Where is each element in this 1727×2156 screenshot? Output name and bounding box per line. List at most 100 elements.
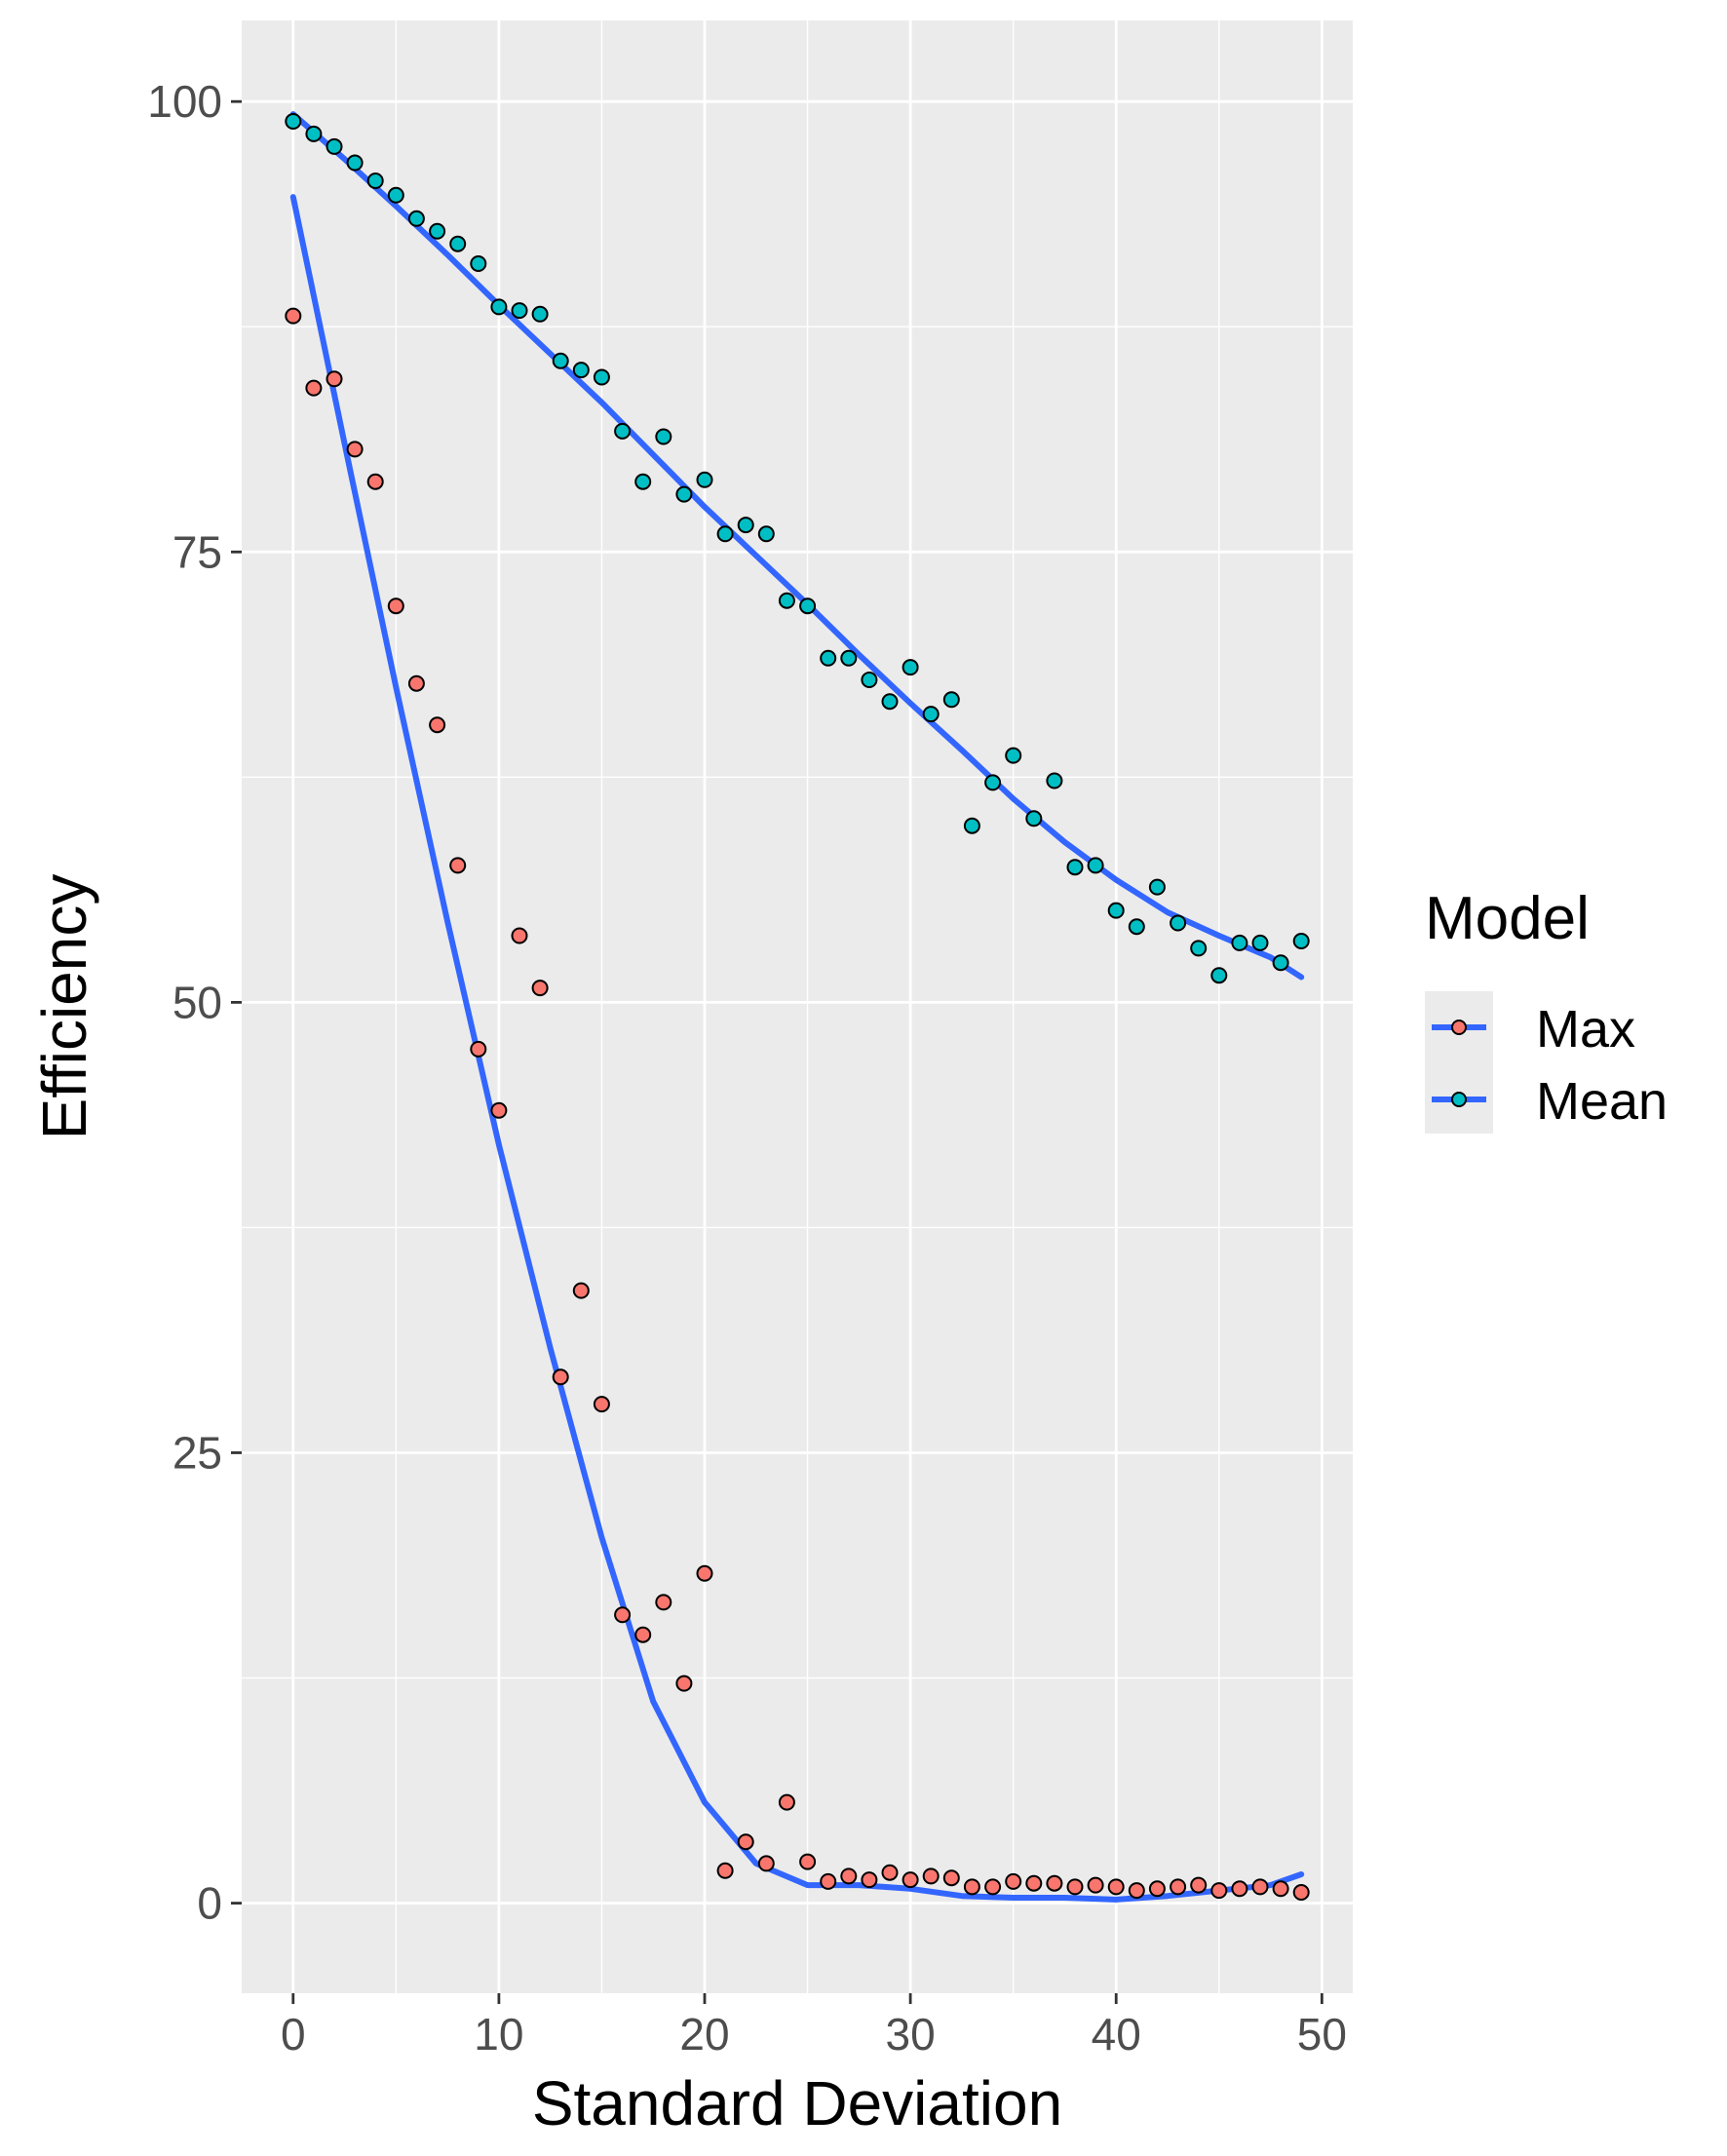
legend-label-mean: Mean bbox=[1536, 1072, 1668, 1131]
point-mean bbox=[696, 471, 713, 488]
point-max bbox=[634, 1626, 652, 1643]
point-mean bbox=[1170, 914, 1187, 932]
legend-item-mean: Mean bbox=[1432, 1072, 1668, 1131]
point-max bbox=[881, 1864, 899, 1881]
point-max bbox=[778, 1793, 795, 1811]
point-mean bbox=[366, 173, 384, 189]
point-max bbox=[470, 1040, 487, 1058]
point-mean bbox=[675, 485, 693, 503]
point-max bbox=[675, 1675, 693, 1692]
point-max bbox=[716, 1862, 734, 1879]
point-mean bbox=[757, 525, 775, 543]
point-max bbox=[531, 980, 549, 997]
point-mean bbox=[655, 428, 672, 445]
point-max bbox=[552, 1368, 569, 1386]
x-tick-label: 20 bbox=[679, 2009, 729, 2060]
point-mean bbox=[572, 362, 590, 379]
point-max bbox=[429, 716, 446, 734]
point-max bbox=[490, 1101, 508, 1119]
point-mean bbox=[902, 659, 919, 676]
point-mean bbox=[346, 154, 364, 172]
point-mean bbox=[634, 473, 652, 490]
point-max bbox=[407, 674, 425, 692]
point-mean bbox=[1210, 967, 1228, 984]
x-tick-label: 10 bbox=[474, 2009, 523, 2060]
point-max bbox=[1066, 1878, 1084, 1896]
data-points bbox=[285, 113, 1310, 1901]
point-mean bbox=[881, 693, 899, 711]
point-mean bbox=[963, 817, 980, 834]
x-tick-label: 40 bbox=[1092, 2009, 1141, 2060]
point-mean bbox=[470, 255, 487, 272]
point-max bbox=[820, 1872, 837, 1890]
y-tick-label: 100 bbox=[147, 76, 222, 127]
x-axis-ticks: 0 10 20 30 40 50 bbox=[281, 1993, 1347, 2060]
point-mean bbox=[285, 113, 302, 130]
legend-key-max-point bbox=[1451, 1020, 1467, 1035]
point-mean bbox=[1148, 878, 1166, 896]
point-mean bbox=[820, 649, 837, 667]
point-mean bbox=[1005, 747, 1022, 764]
point-max bbox=[1251, 1878, 1269, 1896]
x-tick-label: 50 bbox=[1297, 2009, 1347, 2060]
point-max bbox=[1231, 1880, 1248, 1898]
point-max bbox=[861, 1871, 878, 1889]
point-mean bbox=[1251, 934, 1269, 951]
point-mean bbox=[922, 706, 940, 723]
point-mean bbox=[840, 649, 858, 667]
point-max bbox=[963, 1878, 980, 1896]
point-max bbox=[1046, 1874, 1063, 1892]
y-tick-label: 50 bbox=[173, 977, 222, 1027]
legend-label-max: Max bbox=[1536, 1000, 1635, 1059]
point-mean bbox=[1292, 933, 1310, 949]
point-mean bbox=[511, 302, 528, 320]
point-max bbox=[1107, 1878, 1125, 1896]
point-mean bbox=[387, 186, 404, 204]
point-mean bbox=[861, 672, 878, 688]
point-max bbox=[1025, 1874, 1043, 1892]
point-mean bbox=[1087, 857, 1104, 874]
point-mean bbox=[984, 774, 1002, 791]
x-tick-label: 0 bbox=[281, 2009, 306, 2060]
point-mean bbox=[1107, 902, 1125, 919]
point-mean bbox=[1066, 859, 1084, 876]
point-max bbox=[593, 1396, 610, 1413]
point-mean bbox=[449, 235, 467, 252]
point-max bbox=[840, 1867, 858, 1885]
point-max bbox=[1210, 1882, 1228, 1900]
point-max bbox=[326, 370, 343, 388]
point-max bbox=[387, 597, 404, 615]
legend-title: Model bbox=[1425, 885, 1590, 952]
point-mean bbox=[326, 137, 343, 155]
point-mean bbox=[531, 305, 549, 323]
point-max bbox=[614, 1606, 632, 1624]
point-max bbox=[449, 857, 467, 874]
point-max bbox=[1170, 1878, 1187, 1896]
point-mean bbox=[1272, 954, 1289, 972]
smooth-line-max bbox=[289, 194, 1305, 1903]
point-mean bbox=[1025, 810, 1043, 828]
point-mean bbox=[942, 691, 960, 709]
y-axis-ticks: 0 25 50 75 100 bbox=[147, 76, 242, 1929]
point-max bbox=[1148, 1880, 1166, 1898]
point-max bbox=[696, 1564, 713, 1582]
point-mean bbox=[1190, 940, 1208, 957]
point-max bbox=[305, 379, 323, 397]
legend-key-mean-point bbox=[1451, 1092, 1467, 1107]
point-mean bbox=[716, 525, 734, 543]
y-axis-title: Efficiency bbox=[29, 874, 99, 1140]
point-mean bbox=[799, 597, 817, 615]
point-max bbox=[511, 927, 528, 944]
grid-minor bbox=[242, 20, 1353, 1993]
point-mean bbox=[552, 352, 569, 369]
point-max bbox=[655, 1594, 672, 1611]
point-max bbox=[1292, 1884, 1310, 1901]
point-mean bbox=[614, 422, 632, 440]
point-mean bbox=[1231, 934, 1248, 951]
x-axis-title: Standard Deviation bbox=[532, 2068, 1062, 2138]
y-tick-label: 75 bbox=[173, 526, 222, 577]
plot-panel bbox=[242, 20, 1353, 1993]
point-max bbox=[1087, 1876, 1104, 1894]
point-mean bbox=[305, 125, 323, 142]
